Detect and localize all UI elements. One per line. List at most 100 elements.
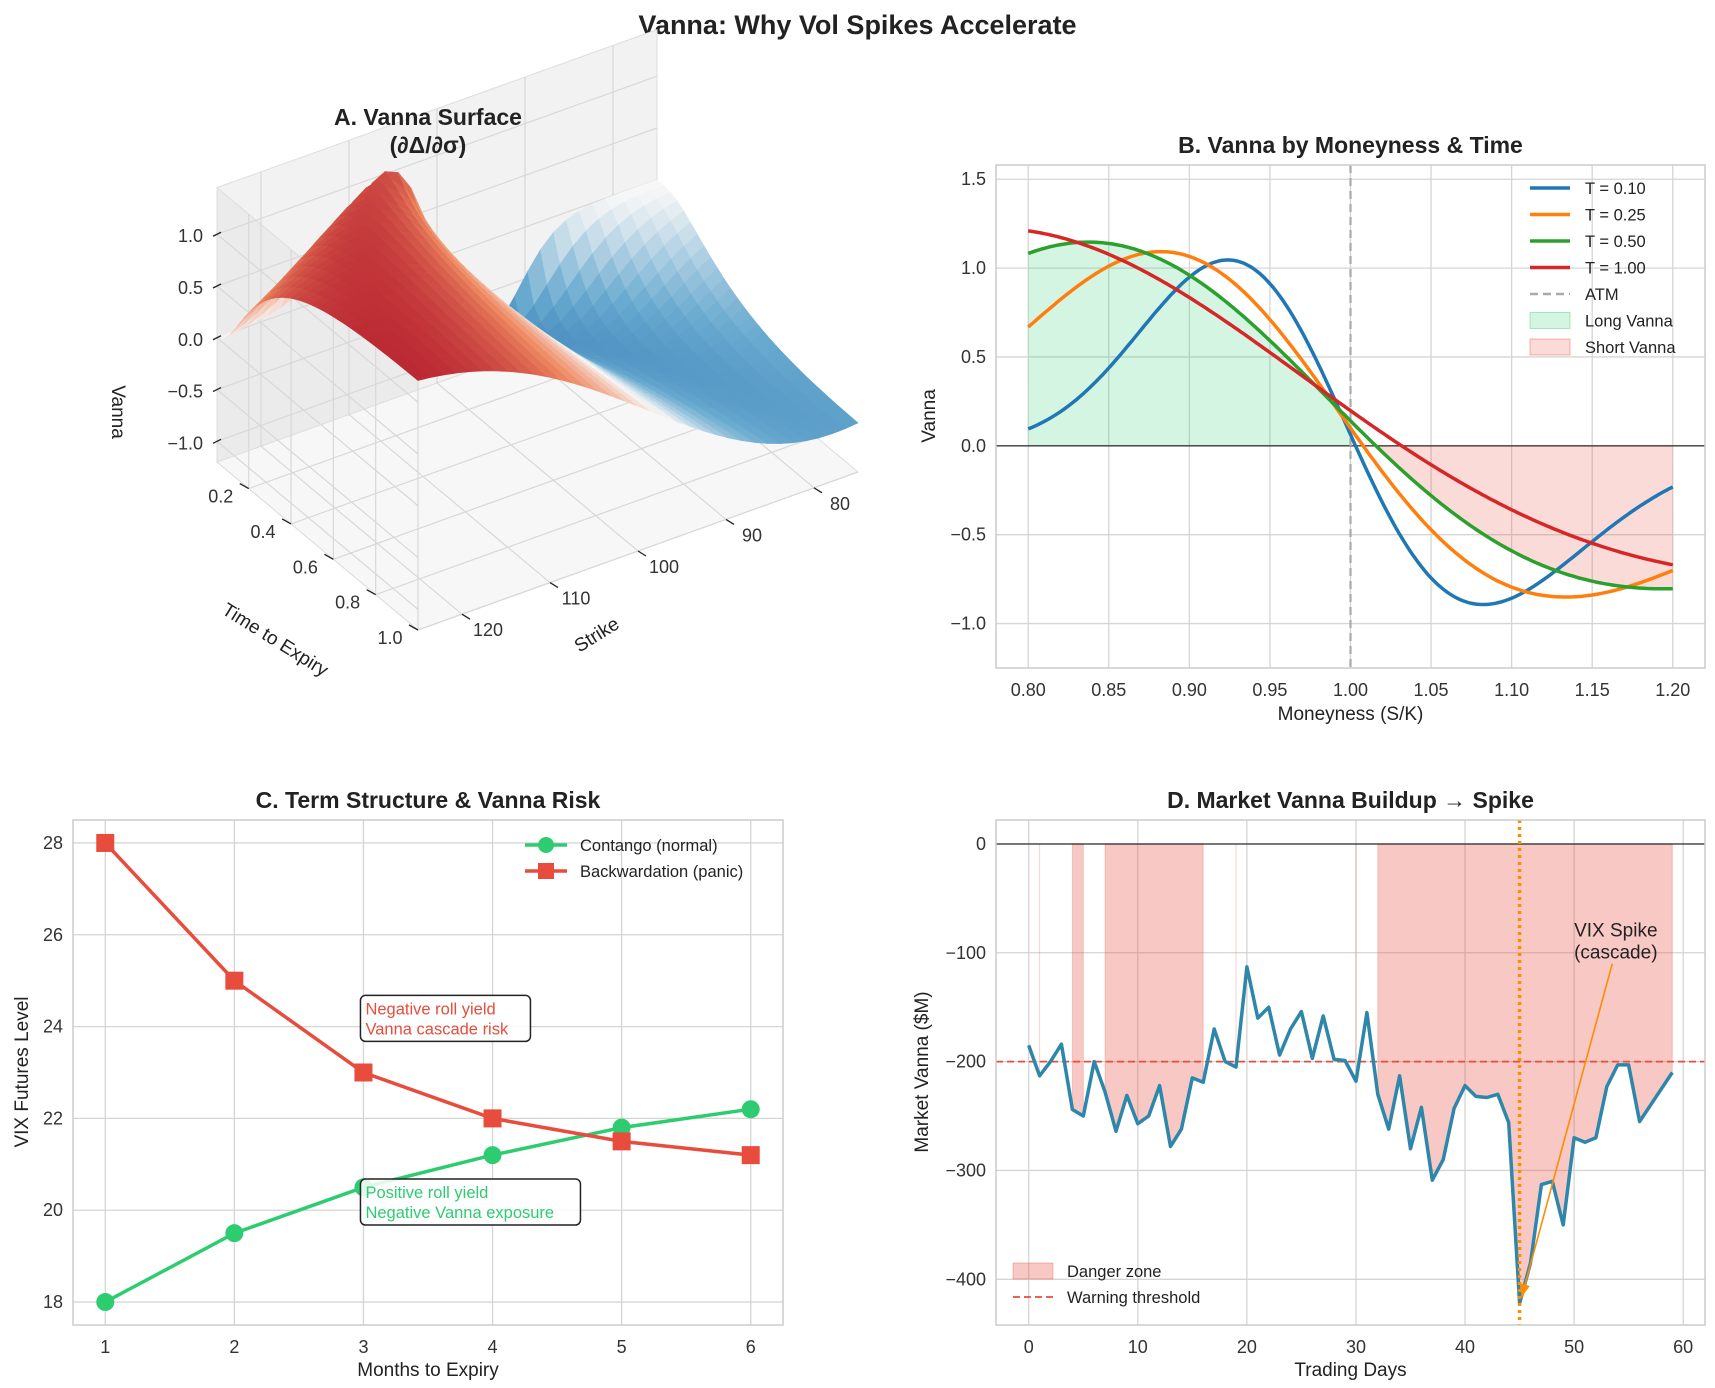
panel-a-grid-line [348, 414, 551, 584]
panel-b-x-tick-label: 1.15 [1575, 680, 1610, 700]
panel-a-surface-facet [837, 416, 859, 430]
panel-a-time-tick-label: 0.4 [251, 522, 276, 542]
panel-a-strike-tick-label: 110 [562, 589, 591, 609]
panel-c-term-structure: 1 2 3 4 5 6 28 26 24 22 20 18 Negative roll yield Van… [12, 787, 784, 1381]
panel-d-annotation-arrow [1520, 963, 1614, 1298]
panel-c-annotation-text: Positive roll yield [365, 1184, 488, 1202]
panel-b-x-tick-label: 0.90 [1172, 680, 1207, 700]
panel-a-vanna-tick-label: −1.0 [167, 433, 203, 453]
panel-c-point [225, 971, 244, 990]
panel-b-x-tick-label: 0.80 [1011, 680, 1046, 700]
panel-b-y-tick-label: 0.5 [961, 347, 986, 367]
panel-b-x-tick-label: 0.85 [1091, 680, 1126, 700]
panel-a-strike-tick-label: 100 [649, 557, 679, 577]
panel-b-short-vanna-fill [1350, 445, 1673, 589]
panel-a-z-label: Vanna [107, 385, 128, 439]
panel-d-x-label: Trading Days [1294, 1360, 1406, 1381]
panel-c-point [225, 1224, 244, 1243]
panel-b-legend-label: Long Vanna [1585, 313, 1674, 331]
panel-c-legend-marker [538, 837, 554, 853]
panel-c-point [96, 833, 115, 852]
panel-a-vanna-surface: 80 90 100 110 120 0.2 0.4 0.6 0.8 1.0 1.0 0.5 0.0 −0.… [107, 28, 859, 681]
panel-b-x-tick-label: 0.95 [1252, 680, 1287, 700]
panel-a-vanna-tick-label: 1.0 [178, 226, 203, 246]
panel-a-strike-tick-label: 90 [742, 525, 762, 545]
panel-d-x-tick-label: 10 [1128, 1337, 1148, 1357]
panel-a-strike-tick-label: 80 [830, 494, 850, 514]
panel-a-vanna-tick-label: 0.0 [178, 330, 203, 350]
panel-b-series-line-1 [1027, 249, 1674, 599]
panel-a-grid-line [216, 440, 419, 610]
panel-b-y-tick-label: −0.5 [950, 525, 986, 545]
panel-b-y-tick-label: −1.0 [950, 614, 986, 634]
panel-c-point [741, 1100, 760, 1119]
panel-d-legend-label: Danger zone [1067, 1263, 1161, 1281]
panel-c-x-tick-label: 6 [746, 1337, 756, 1357]
panel-b-x-tick-label: 1.10 [1494, 680, 1529, 700]
panel-c-annotation-box [359, 1178, 582, 1226]
panel-a-grid-line [375, 436, 816, 596]
panel-c-point [612, 1118, 631, 1137]
panel-a-grid-line [216, 389, 419, 558]
panel-b-y-tick-label: 0.0 [961, 436, 986, 456]
panel-b-legend-label: ATM [1585, 286, 1619, 304]
panel-d-danger-fill [1071, 843, 1084, 1117]
panel-c-x-tick-label: 1 [100, 1337, 110, 1357]
figure-suptitle: Vanna: Why Vol Spikes Accelerate [638, 10, 1077, 40]
panel-b-series-line-3 [1027, 229, 1674, 567]
panel-a-vanna-tick [212, 335, 222, 341]
panel-d-annotation-text: VIX Spike [1574, 920, 1657, 941]
panel-a-vanna-tick [212, 283, 222, 289]
panel-b-frame [995, 164, 1706, 669]
panel-a-time-tick [324, 553, 334, 560]
panel-a-x-label: Strike [571, 614, 623, 658]
panel-c-point [741, 1146, 760, 1165]
panel-a-time-tick [281, 518, 292, 525]
panel-b-legend-label: T = 0.10 [1585, 180, 1646, 198]
panel-c-series-line-0 [104, 1107, 751, 1304]
panel-c-point [354, 1063, 373, 1082]
panel-b-x-tick-label: 1.05 [1414, 680, 1449, 700]
panel-c-annotation-text: Negative Vanna exposure [365, 1204, 554, 1222]
panel-c-point [96, 1293, 115, 1312]
panel-a-time-tick [366, 589, 376, 596]
panel-a-grid-line [260, 445, 463, 615]
panel-c-x-tick-label: 3 [358, 1337, 368, 1357]
panel-a-strike-tick [637, 550, 647, 557]
panel-b-series-line-2 [1027, 240, 1673, 591]
panel-a-title: A. Vanna Surface [334, 104, 522, 130]
panel-c-y-tick-label: 18 [43, 1292, 63, 1312]
panel-d-y-tick-label: −100 [945, 943, 986, 963]
panel-a-vanna-tick [212, 386, 222, 393]
panel-c-title: C. Term Structure & Vanna Risk [256, 787, 601, 813]
panel-c-series-line-1 [104, 841, 751, 1157]
panel-d-y-tick-label: −300 [945, 1160, 986, 1180]
panel-a-time-tick-label: 1.0 [377, 628, 402, 648]
panel-c-y-tick-label: 20 [43, 1200, 63, 1220]
panel-d-x-tick-label: 0 [1024, 1337, 1034, 1357]
panel-a-surface [215, 171, 859, 444]
panel-d-y-label: Market Vanna ($M) [912, 991, 933, 1152]
panel-c-y-tick-label: 22 [43, 1108, 63, 1128]
panel-a-grid-line [216, 127, 658, 287]
panel-c-point [612, 1132, 631, 1151]
panel-d-y-tick-label: 0 [976, 834, 986, 854]
panel-c-x-label: Months to Expiry [357, 1360, 499, 1381]
panel-d-annotation-arrowhead [1520, 1283, 1530, 1298]
panel-d-frame [995, 819, 1706, 1326]
panel-a-strike-tick [549, 582, 559, 589]
panel-a-grid-line [436, 382, 639, 552]
panel-c-y-label: VIX Futures Level [12, 996, 33, 1147]
panel-c-x-tick-label: 4 [488, 1337, 498, 1357]
panel-c-legend-label: Backwardation (panic) [580, 863, 743, 881]
panel-a-vanna-tick-label: −0.5 [167, 382, 203, 402]
panel-a-time-tick [239, 482, 250, 490]
panel-a-time-tick-label: 0.8 [335, 593, 360, 613]
panel-c-y-tick-label: 26 [43, 925, 63, 945]
panel-c-point [483, 1146, 502, 1165]
panel-b-legend-label: Short Vanna [1585, 339, 1676, 357]
panel-b-x-tick-label: 1.20 [1655, 680, 1690, 700]
panel-b-series-line-0 [1027, 258, 1674, 607]
panel-c-point [483, 1109, 502, 1128]
